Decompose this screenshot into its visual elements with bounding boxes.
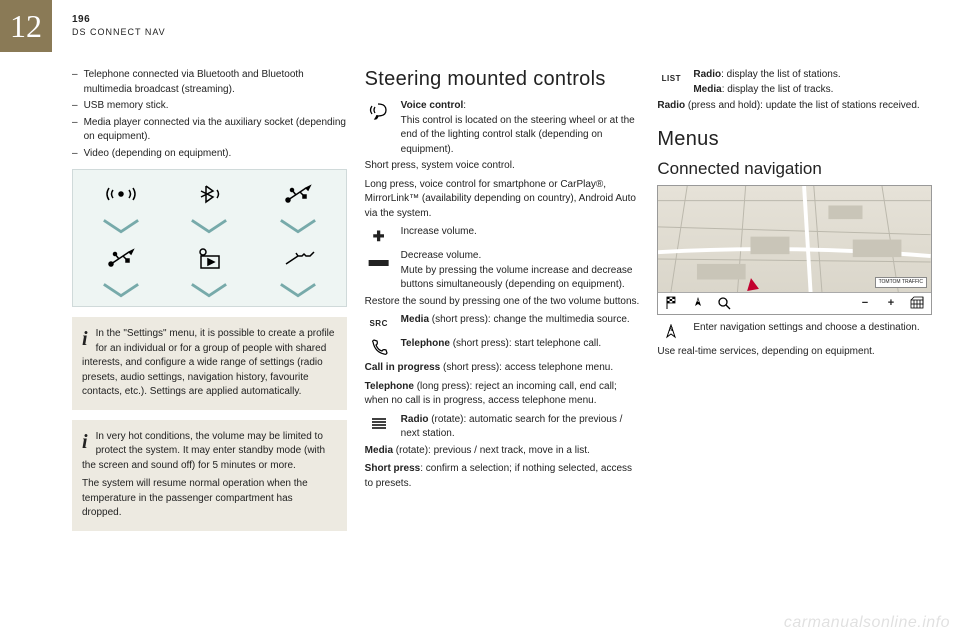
compass-icon[interactable]: N: [688, 295, 708, 311]
info-text: The system will resume normal operation …: [82, 478, 308, 518]
search-icon[interactable]: [714, 295, 734, 311]
bullet-item: –Media player connected via the auxiliar…: [72, 116, 347, 145]
traffic-badge: TOMTOM TRAFFIC: [875, 277, 927, 288]
media-list-label: Media: [693, 84, 721, 95]
heading-connected-nav: Connected navigation: [657, 159, 932, 179]
body-text: : display the list of stations.: [721, 69, 841, 80]
radio-list-label: Radio: [693, 69, 721, 80]
short-press-label: Short press: [365, 463, 421, 474]
body-text: (short press): start telephone call.: [450, 338, 601, 349]
heading-steering-controls: Steering mounted controls: [365, 68, 640, 91]
telephone-long-label: Telephone: [365, 381, 414, 392]
info-icon: i: [82, 428, 88, 457]
column-1: –Telephone connected via Bluetooth and B…: [72, 68, 347, 541]
body-text: Short press, system voice control.: [365, 159, 640, 174]
svg-text:N: N: [697, 298, 700, 303]
info-box-settings: i In the "Settings" menu, it is possible…: [72, 317, 347, 410]
radio-rotate-label: Radio: [401, 414, 429, 425]
bullet-text: Telephone connected via Bluetooth and Bl…: [84, 68, 347, 97]
nav-settings-text: Enter navigation settings and choose a d…: [693, 321, 932, 343]
map-toolbar: N − +: [658, 292, 931, 314]
list-icon: LIST: [657, 68, 685, 90]
voice-control-label: Voice control: [401, 100, 464, 111]
zoom-out-icon[interactable]: −: [855, 295, 875, 311]
column-3: LIST Radio: display the list of stations…: [657, 68, 932, 541]
media-rotate-label: Media: [365, 445, 393, 456]
bullet-text: Media player connected via the auxiliary…: [84, 116, 347, 145]
usb-alt-icon: [79, 244, 163, 304]
chapter-badge: 12: [0, 0, 52, 52]
video-icon: [167, 244, 251, 304]
zoom-in-icon[interactable]: +: [881, 295, 901, 311]
volume-down-text: Decrease volume.: [401, 250, 482, 261]
bullet-item: –Video (depending on equipment).: [72, 147, 347, 162]
body-text: Restore the sound by pressing one of the…: [365, 295, 640, 310]
bullet-text: Video (depending on equipment).: [84, 147, 232, 162]
page-number: 196: [72, 14, 166, 25]
body-text: : display the list of tracks.: [722, 84, 834, 95]
section-title: DS CONNECT NAV: [72, 27, 166, 37]
navigation-map: TOMTOM TRAFFIC N − +: [657, 185, 932, 315]
body-text: Long press, voice control for smartphone…: [365, 178, 640, 222]
voice-icon: [365, 99, 393, 121]
body-text: Use real-time services, depending on equ…: [657, 345, 932, 360]
bluetooth-icon: [167, 180, 251, 240]
heading-menus: Menus: [657, 128, 932, 151]
body-text: (press and hold): update the list of sta…: [685, 100, 920, 111]
column-2: Steering mounted controls Voice control:…: [365, 68, 640, 541]
bullet-text: USB memory stick.: [84, 99, 169, 114]
radio-icon: [79, 180, 163, 240]
info-icon: i: [82, 325, 88, 354]
plus-icon: ✚: [365, 225, 393, 247]
north-cursor-icon: N: [657, 321, 685, 343]
radio-hold-label: Radio: [657, 100, 685, 111]
media-label: Media: [401, 314, 429, 325]
nav-cursor-icon: [745, 277, 759, 291]
telephone-label: Telephone: [401, 338, 450, 349]
body-text: (short press): access telephone menu.: [440, 362, 613, 373]
volume-up-text: Increase volume.: [401, 225, 640, 247]
svg-text:N: N: [670, 327, 674, 333]
page-header: 196 DS CONNECT NAV: [72, 14, 166, 37]
body-text: (short press): change the multimedia sou…: [429, 314, 630, 325]
call-in-progress-label: Call in progress: [365, 362, 441, 373]
aux-jack-icon: [255, 244, 339, 304]
list-lines-icon: [365, 413, 393, 435]
flag-icon[interactable]: [662, 295, 682, 311]
bullet-item: –Telephone connected via Bluetooth and B…: [72, 68, 347, 97]
src-icon: SRC: [365, 313, 393, 335]
minus-icon: ▬: [365, 249, 393, 271]
usb-icon: [255, 180, 339, 240]
info-box-temperature: i In very hot conditions, the volume may…: [72, 420, 347, 531]
body-text: (rotate): previous / next track, move in…: [393, 445, 590, 456]
body-text: This control is located on the steering …: [401, 115, 635, 155]
phone-icon: [365, 337, 393, 359]
body-text: (rotate): automatic search for the previ…: [401, 414, 623, 440]
mute-text: Mute by pressing the volume increase and…: [401, 265, 633, 291]
info-text: In very hot conditions, the volume may b…: [82, 431, 325, 471]
bullet-item: –USB memory stick.: [72, 99, 347, 114]
info-text: In the "Settings" menu, it is possible t…: [82, 328, 334, 397]
watermark: carmanualsonline.info: [784, 614, 950, 632]
media-sources-panel: [72, 169, 347, 307]
map-3d-icon[interactable]: [907, 295, 927, 311]
